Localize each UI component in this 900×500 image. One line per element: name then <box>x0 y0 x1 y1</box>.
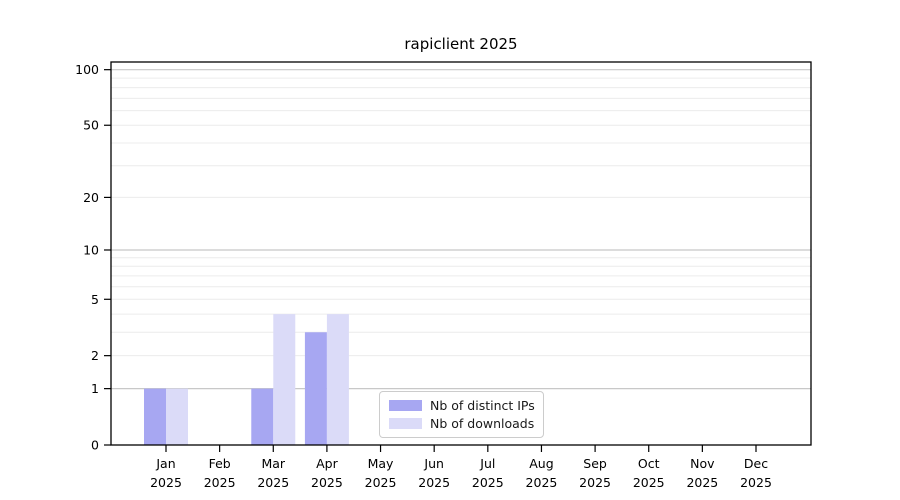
bar-mar-distinct-ips <box>251 388 274 445</box>
y-tick-label: 1 <box>91 381 99 396</box>
x-tick-label-month: Jun <box>423 456 444 471</box>
x-tick-label-year: 2025 <box>365 475 397 490</box>
x-tick-label-month: May <box>368 456 394 471</box>
legend-label-distinct-ips: Nb of distinct IPs <box>430 398 535 413</box>
x-tick-label-year: 2025 <box>526 475 558 490</box>
x-tick-label-year: 2025 <box>472 475 504 490</box>
x-tick-label-year: 2025 <box>204 475 236 490</box>
y-tick-label: 5 <box>91 292 99 307</box>
x-tick-label-month: Sep <box>583 456 607 471</box>
bar-apr-downloads <box>326 314 349 445</box>
y-tick-label: 100 <box>75 62 99 77</box>
x-tick-label-month: Aug <box>529 456 553 471</box>
legend-item-downloads: Nb of downloads <box>389 416 543 431</box>
bar-jan-distinct-ips <box>144 388 166 445</box>
y-tick-label: 50 <box>83 118 99 133</box>
legend-item-distinct-ips: Nb of distinct IPs <box>389 398 543 413</box>
bar-apr-distinct-ips <box>304 332 327 445</box>
x-tick-label-month: Nov <box>690 456 715 471</box>
bar-jan-downloads <box>166 388 188 445</box>
x-tick-label-month: Oct <box>638 456 660 471</box>
legend-swatch-downloads <box>389 418 422 429</box>
y-tick-label: 0 <box>91 438 99 453</box>
x-tick-label-year: 2025 <box>686 475 718 490</box>
y-tick-label: 20 <box>83 190 99 205</box>
x-tick-label-year: 2025 <box>150 475 182 490</box>
chart-title: rapiclient 2025 <box>404 35 518 53</box>
y-tick-label: 10 <box>83 242 99 257</box>
x-tick-label-year: 2025 <box>257 475 289 490</box>
legend: Nb of distinct IPs Nb of downloads <box>379 391 544 438</box>
x-tick-label-year: 2025 <box>579 475 611 490</box>
plot-border <box>110 61 812 446</box>
x-tick-label-month: Jul <box>479 456 495 471</box>
x-tick-label-year: 2025 <box>311 475 343 490</box>
x-tick-label-month: Apr <box>316 456 338 471</box>
x-tick-label-month: Mar <box>261 456 285 471</box>
x-tick-label-month: Feb <box>209 456 231 471</box>
x-tick-label-month: Jan <box>155 456 175 471</box>
bar-mar-downloads <box>273 314 296 445</box>
x-tick-label-year: 2025 <box>740 475 772 490</box>
x-tick-label-year: 2025 <box>418 475 450 490</box>
x-tick-label-month: Dec <box>744 456 768 471</box>
x-tick-label-year: 2025 <box>633 475 665 490</box>
legend-label-downloads: Nb of downloads <box>430 416 535 431</box>
legend-swatch-distinct-ips <box>389 400 422 411</box>
y-tick-label: 2 <box>91 348 99 363</box>
